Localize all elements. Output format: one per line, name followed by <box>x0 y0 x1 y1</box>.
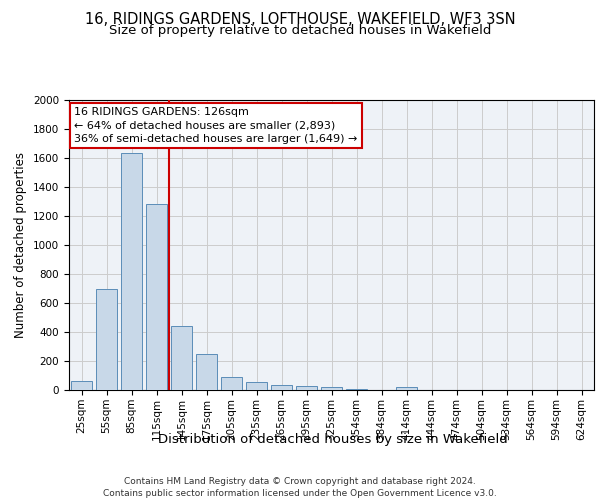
Bar <box>171 326 192 390</box>
Text: Size of property relative to detached houses in Wakefield: Size of property relative to detached ho… <box>109 24 491 37</box>
Bar <box>396 387 417 390</box>
Text: Distribution of detached houses by size in Wakefield: Distribution of detached houses by size … <box>158 432 508 446</box>
Bar <box>246 382 267 390</box>
Bar <box>96 289 117 390</box>
Bar <box>321 387 342 390</box>
Bar <box>121 153 142 390</box>
Bar <box>221 377 242 390</box>
Text: 16 RIDINGS GARDENS: 126sqm
← 64% of detached houses are smaller (2,893)
36% of s: 16 RIDINGS GARDENS: 126sqm ← 64% of deta… <box>74 108 358 144</box>
Bar <box>146 204 167 390</box>
Y-axis label: Number of detached properties: Number of detached properties <box>14 152 28 338</box>
Bar <box>271 385 292 390</box>
Bar <box>296 386 317 390</box>
Text: Contains HM Land Registry data © Crown copyright and database right 2024.
Contai: Contains HM Land Registry data © Crown c… <box>103 476 497 498</box>
Text: 16, RIDINGS GARDENS, LOFTHOUSE, WAKEFIELD, WF3 3SN: 16, RIDINGS GARDENS, LOFTHOUSE, WAKEFIEL… <box>85 12 515 28</box>
Bar <box>71 380 92 390</box>
Bar <box>196 354 217 390</box>
